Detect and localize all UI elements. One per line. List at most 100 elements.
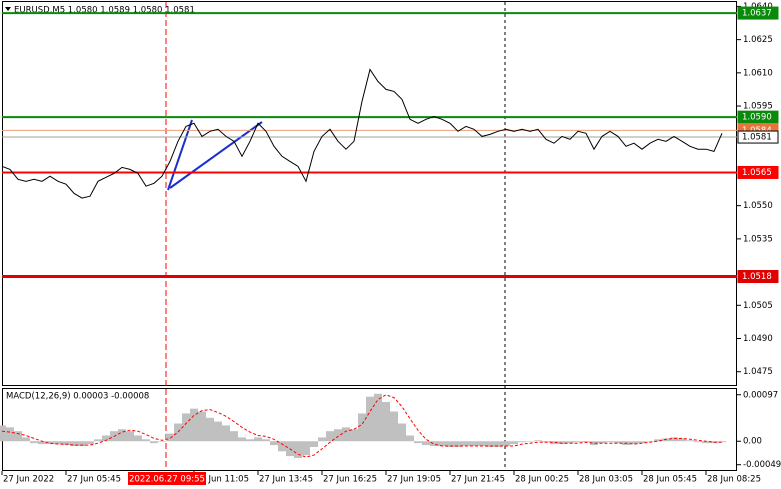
histogram-bar: [310, 441, 318, 447]
histogram-bar: [158, 441, 166, 442]
histogram-bar: [198, 411, 206, 442]
histogram-bar: [678, 438, 686, 442]
histogram-bar: [478, 441, 486, 447]
histogram-bar: [670, 437, 678, 442]
histogram-bar: [510, 441, 518, 445]
histogram-bar: [222, 425, 230, 442]
histogram-bar: [214, 421, 222, 442]
histogram-bar: [702, 441, 710, 444]
y-tick-label: 1.0610: [743, 68, 773, 78]
histogram-bar: [646, 441, 654, 442]
symbol-icon: [5, 7, 11, 11]
histogram-bar: [486, 441, 494, 447]
histogram-bar: [126, 431, 134, 442]
histogram-bar: [0, 425, 6, 442]
x-tick-label: 27 Jun 2022: [3, 475, 54, 485]
histogram-bar: [230, 431, 238, 442]
crosshair-box: [128, 472, 206, 485]
histogram-bar: [630, 441, 638, 445]
histogram-bar: [598, 441, 606, 444]
x-tick-label: 27 Jun 13:45: [259, 475, 313, 485]
histogram-bar: [302, 441, 310, 456]
y-tick-label: 1.0505: [743, 301, 773, 311]
histogram-bar: [590, 441, 598, 446]
histogram-bar: [182, 413, 190, 442]
histogram-bar: [142, 439, 150, 442]
y-tick-label: 1.0475: [743, 367, 773, 377]
level-label: 1.0518: [742, 272, 772, 282]
x-tick-label: 28 Jun 05:45: [643, 475, 697, 485]
histogram-bar: [30, 441, 38, 444]
level-label: 1.0565: [742, 168, 772, 178]
histogram-bar: [350, 429, 358, 442]
histogram-bar: [686, 440, 694, 442]
histogram-bar: [70, 441, 78, 447]
histogram-bar: [86, 441, 94, 445]
histogram-bar: [606, 441, 614, 443]
histogram-bar: [78, 441, 86, 447]
histogram-bar: [654, 439, 662, 442]
histogram-bar: [134, 435, 142, 442]
y-tick-label: 1.0490: [743, 334, 773, 344]
histogram-bar: [382, 401, 390, 442]
x-tick-label: 27 Jun 11:05: [195, 475, 249, 485]
histogram-bar: [374, 393, 382, 442]
histogram-bar: [6, 427, 14, 442]
histogram-bar: [54, 441, 62, 445]
histogram-bar: [246, 439, 254, 442]
histogram-bar: [254, 437, 262, 442]
level-label-box: [737, 130, 779, 144]
histogram-bar: [318, 437, 326, 442]
histogram-bar: [462, 441, 470, 447]
trend-line: [169, 121, 263, 189]
histogram-bar: [174, 423, 182, 442]
histogram-bar: [502, 441, 510, 447]
price-line: [1, 68, 723, 199]
x-tick-label: 27 Jun 19:05: [387, 475, 441, 485]
y-tick-label: 0.00097: [743, 390, 778, 400]
histogram-bar: [430, 441, 438, 447]
histogram-bar: [342, 427, 350, 442]
histogram-bar: [38, 441, 46, 445]
y-tick-label: 1.0535: [743, 234, 773, 244]
histogram-bar: [454, 441, 462, 447]
histogram-bar: [270, 441, 278, 446]
histogram-bar: [150, 441, 158, 444]
x-tick-label: 28 Jun 03:05: [579, 475, 633, 485]
histogram-bar: [438, 441, 446, 447]
histogram-bar: [414, 441, 422, 444]
histogram-bar: [406, 435, 414, 442]
histogram-bar: [470, 441, 478, 447]
level-label-box: [737, 165, 779, 179]
histogram-bar: [638, 441, 646, 444]
x-tick-label: 27 Jun 16:25: [323, 475, 377, 485]
crosshair-label: 2022.06.27 09:55: [129, 475, 205, 485]
x-tick-label: 28 Jun 08:25: [707, 475, 761, 485]
macd-title: MACD(12,26,9) 0.00003 -0.00008: [6, 392, 149, 402]
histogram-bar: [94, 439, 102, 442]
histogram-bar: [262, 439, 270, 442]
y-tick-label: 1.0625: [743, 35, 773, 45]
histogram-bar: [694, 441, 702, 443]
histogram-bar: [446, 441, 454, 447]
histogram-bar: [518, 441, 526, 443]
level-label: 1.0581: [742, 133, 772, 143]
x-tick-label: 28 Jun 00:25: [515, 475, 569, 485]
histogram-bar: [366, 396, 374, 442]
histogram-bar: [614, 441, 622, 444]
histogram-bar: [718, 441, 726, 443]
histogram-bar: [550, 441, 558, 445]
level-label: 1.0590: [742, 113, 772, 123]
level-label-box: [737, 6, 779, 20]
level-label: 1.0637: [742, 9, 772, 19]
chart-title: EURUSD,M5 1.0580 1.0589 1.0580 1.0581: [14, 6, 195, 16]
histogram-bar: [422, 441, 430, 446]
histogram-bar: [166, 433, 174, 442]
histogram-bar: [558, 441, 566, 445]
y-tick-label: 1.0550: [743, 201, 773, 211]
y-tick-label: 0.00: [743, 437, 762, 447]
histogram-bar: [62, 441, 70, 446]
histogram-bar: [566, 441, 574, 444]
